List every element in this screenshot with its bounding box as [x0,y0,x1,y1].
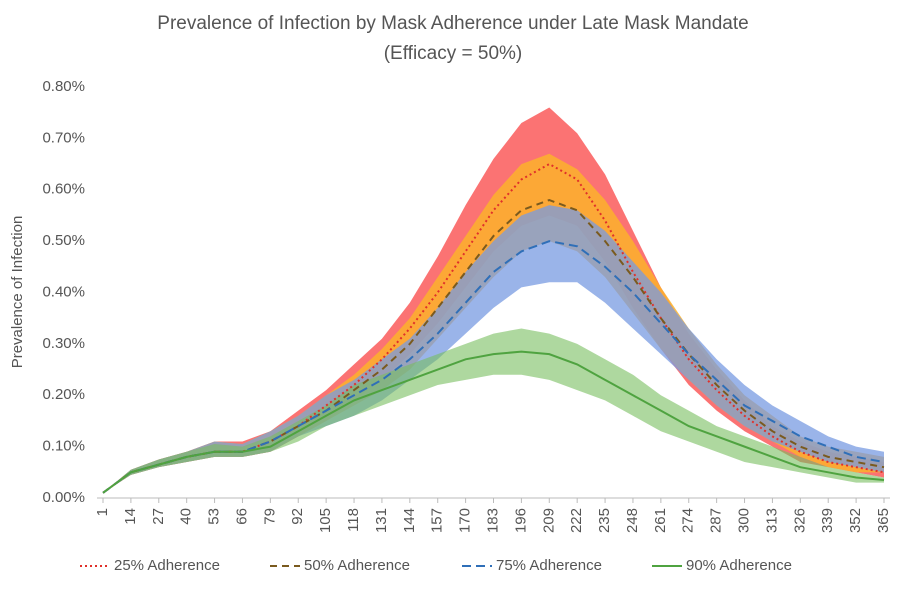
x-tick-label: 79 [261,508,278,525]
x-tick-label: 365 [875,508,892,533]
y-tick-label: 0.30% [42,335,85,352]
x-tick-label: 27 [150,508,167,525]
x-tick-label: 274 [680,508,697,533]
chart-title: Prevalence of Infection by Mask Adherenc… [157,13,748,34]
x-tick-label: 248 [624,508,641,533]
chart-subtitle: (Efficacy = 50%) [384,43,523,64]
x-tick-label: 157 [429,508,446,533]
x-tick-label: 209 [540,508,557,533]
y-tick-label: 0.60% [42,181,85,198]
x-tick-label: 131 [373,508,390,533]
legend-label: 90% Adherence [686,557,792,574]
x-tick-label: 183 [484,508,501,533]
y-tick-label: 0.80% [42,78,85,95]
x-tick-label: 235 [596,508,613,533]
x-tick-label: 170 [457,508,474,533]
x-tick-label: 339 [819,508,836,533]
x-tick-label: 118 [345,508,362,532]
line [102,198,885,494]
y-tick-label: 0.70% [42,129,85,146]
line [102,350,885,494]
y-tick-label: 0.20% [42,386,85,403]
y-tick-label: 0.00% [42,489,85,506]
x-tick-label: 313 [763,508,780,533]
y-axis-label: Prevalence of Infection [9,216,26,369]
x-tick-label: 300 [736,508,753,533]
legend-label: 25% Adherence [114,557,220,574]
x-tick-label: 14 [122,508,139,525]
legend-label: 50% Adherence [304,557,410,574]
x-tick-label: 196 [512,508,529,533]
x-tick-label: 1 [94,508,111,516]
x-tick-label: 66 [233,508,250,525]
x-tick-label: 222 [568,508,585,533]
x-tick-label: 261 [652,508,669,533]
x-tick-label: 92 [289,508,306,525]
legend-label: 75% Adherence [496,557,602,574]
x-tick-label: 144 [401,508,418,533]
confidence-band [103,328,884,493]
y-tick-label: 0.50% [42,232,85,249]
y-tick-label: 0.10% [42,438,85,455]
x-tick-label: 352 [847,508,864,533]
x-tick-label: 326 [791,508,808,533]
y-tick-label: 0.40% [42,283,85,300]
x-tick-label: 105 [317,508,334,533]
x-tick-label: 53 [206,508,223,525]
x-tick-label: 287 [708,508,725,533]
x-tick-label: 40 [178,508,195,525]
